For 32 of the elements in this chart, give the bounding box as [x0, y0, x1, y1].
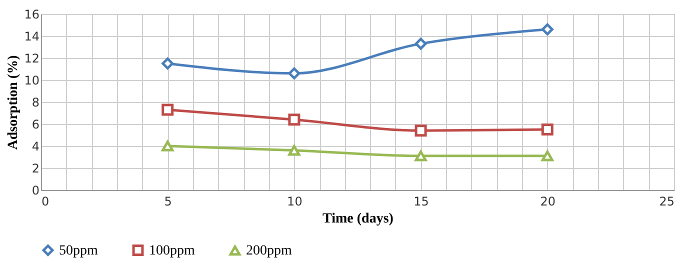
- y-axis-title: Adsorption (%): [6, 54, 22, 150]
- y-tick-label: 8: [32, 96, 40, 110]
- point: [162, 140, 174, 152]
- x-axis-title: Time (days): [322, 212, 394, 226]
- point: [541, 124, 554, 136]
- y-tick-label: 10: [24, 74, 40, 88]
- point: [414, 150, 427, 162]
- x-tick-label: 0: [42, 194, 50, 208]
- y-tick-label: 4: [32, 140, 40, 154]
- y-tick-label: 16: [24, 8, 40, 22]
- y-tick-label: 14: [24, 30, 40, 44]
- point: [541, 150, 554, 162]
- point: [541, 23, 554, 36]
- x-tick-label: 10: [287, 194, 302, 208]
- y-tick-label: 0: [32, 184, 40, 198]
- point: [288, 67, 300, 80]
- point: [288, 114, 300, 126]
- x-tick-label: 5: [164, 194, 172, 208]
- point: [288, 145, 300, 156]
- legend-label: 100ppm: [149, 243, 195, 258]
- legend-label: 50ppm: [59, 243, 98, 258]
- x-tick-label: 25: [659, 194, 674, 208]
- y-tick-label: 12: [24, 52, 40, 66]
- point: [162, 58, 174, 70]
- y-tick-label: 2: [32, 162, 40, 176]
- legend-label: 200ppm: [246, 244, 292, 259]
- point: [414, 38, 427, 50]
- y-tick-label: 6: [32, 118, 40, 132]
- point: [162, 104, 174, 116]
- point: [414, 124, 427, 137]
- x-tick-label: 20: [540, 194, 556, 208]
- x-tick-label: 15: [414, 194, 429, 208]
